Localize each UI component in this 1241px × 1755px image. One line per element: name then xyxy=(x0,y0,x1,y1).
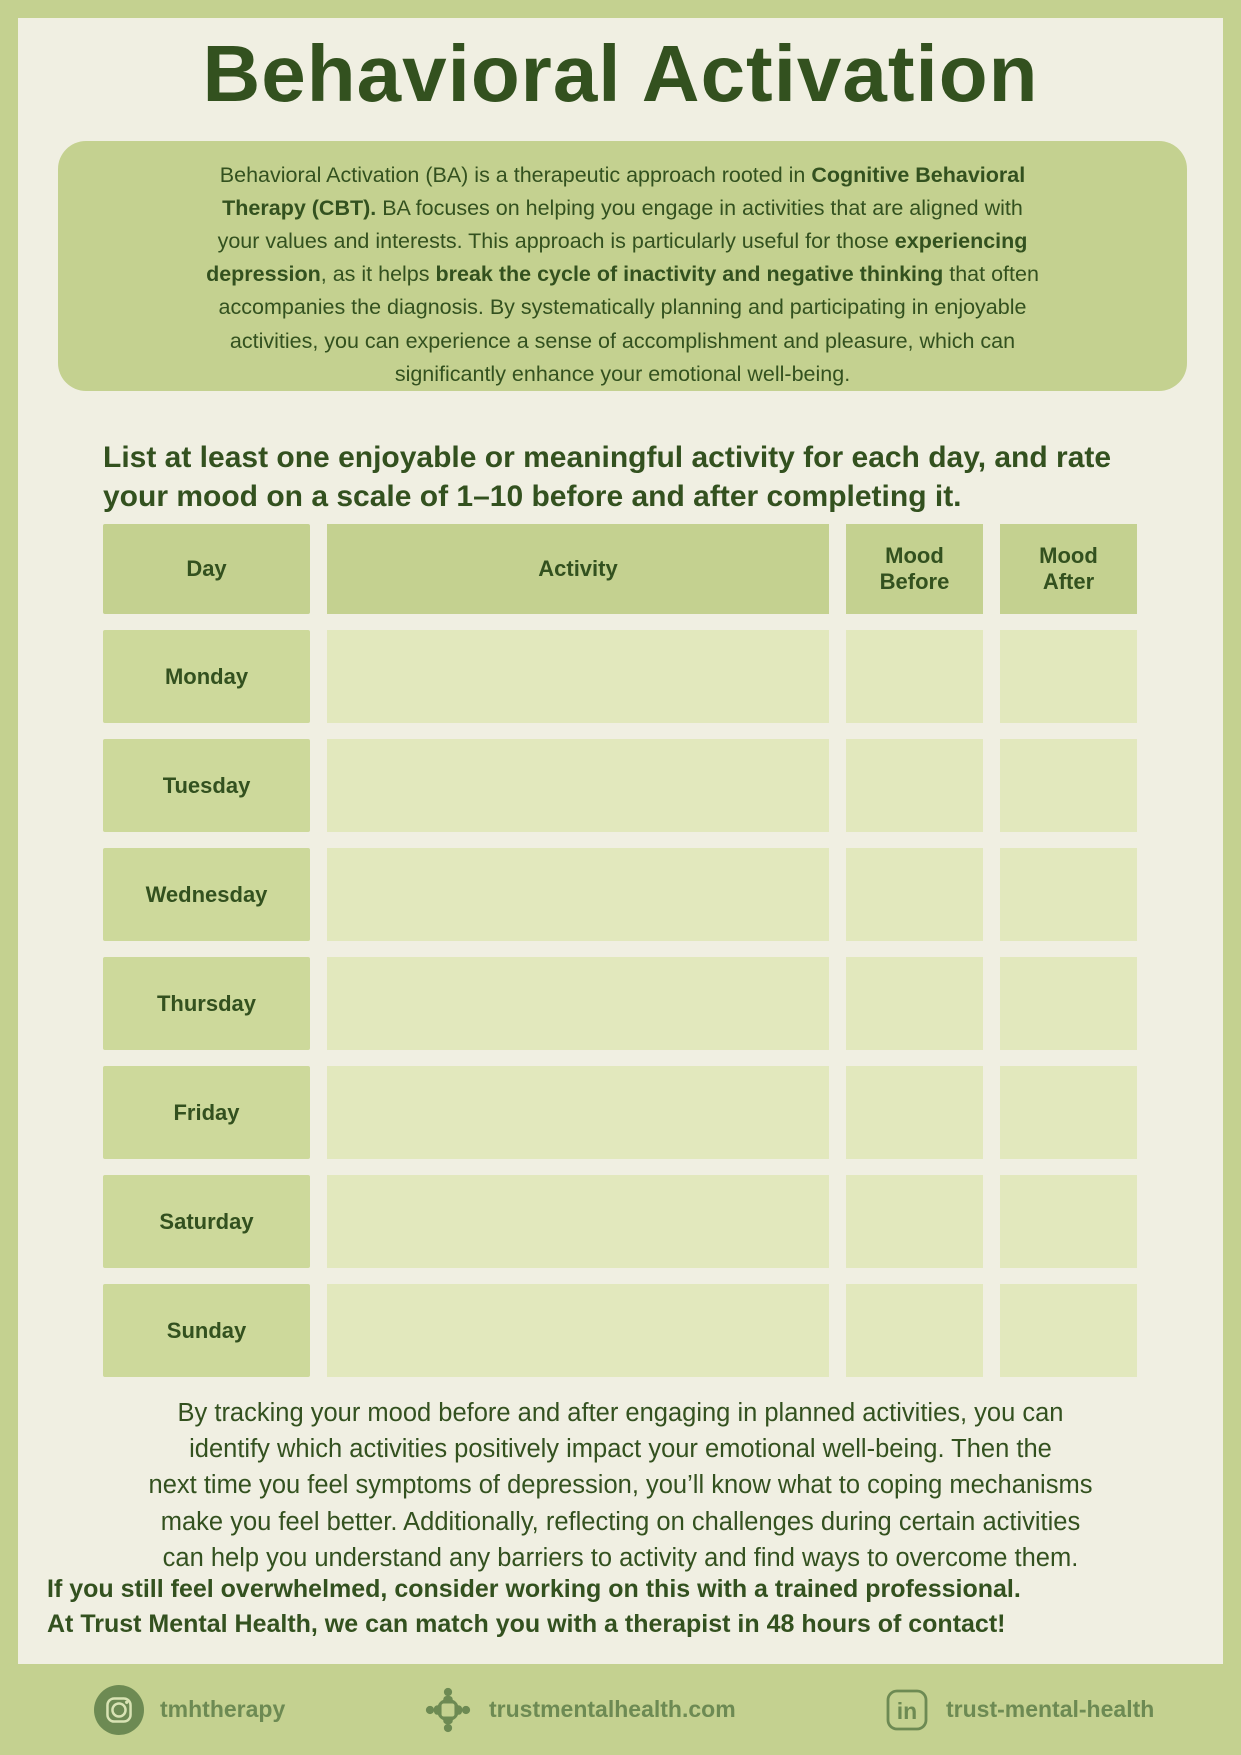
svg-text:in: in xyxy=(897,1698,917,1724)
